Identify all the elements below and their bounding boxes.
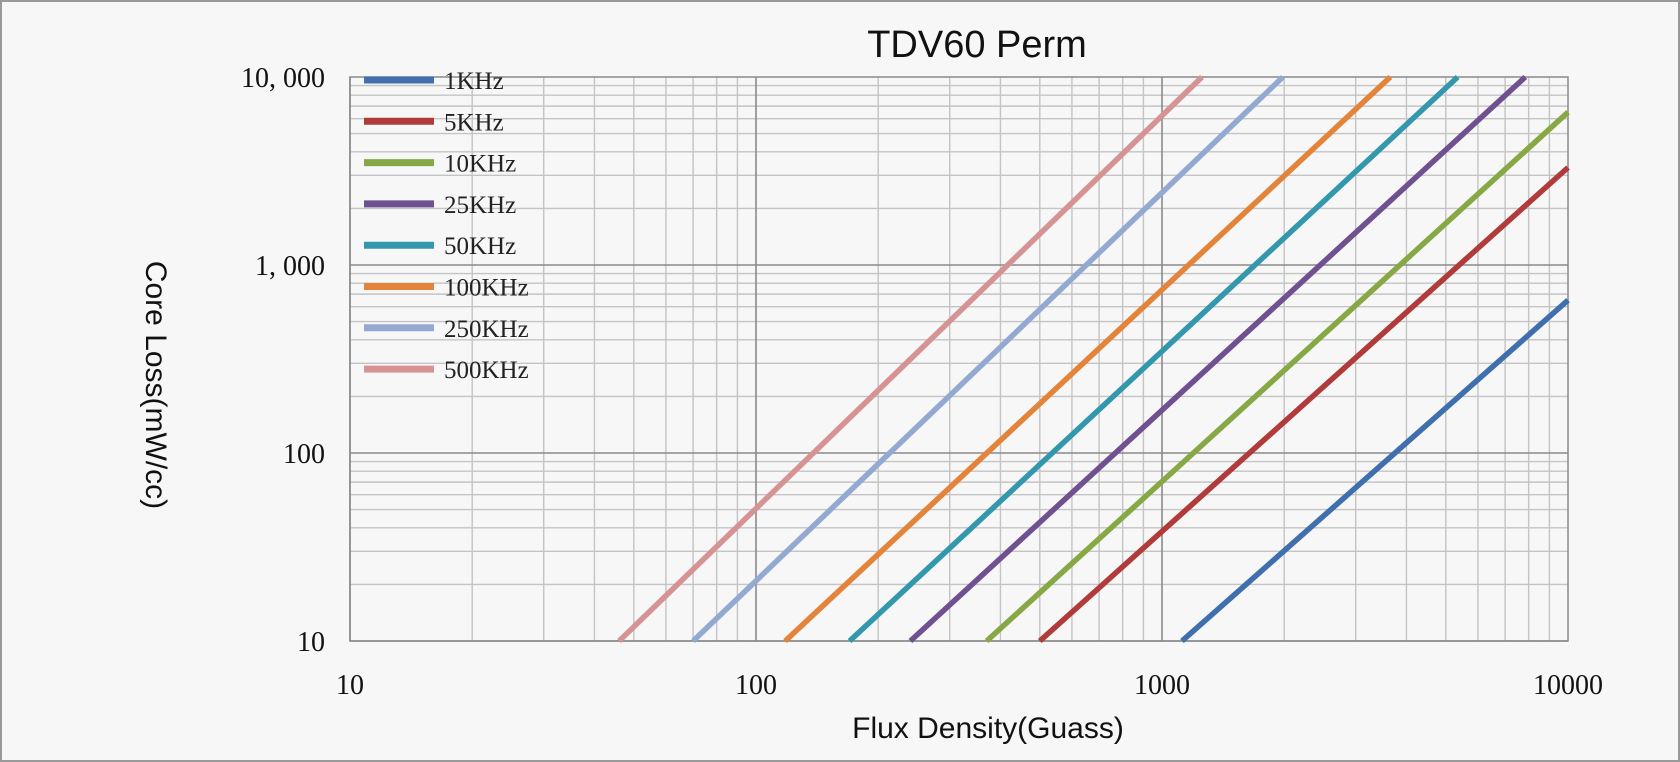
x-axis-label: Flux Density(Guass) xyxy=(852,712,1124,745)
legend-label-25khz: 25KHz xyxy=(444,192,516,219)
y-tick-labels: 10 100 1, 000 10, 000 xyxy=(241,63,325,658)
y-tick-label: 10, 000 xyxy=(241,63,325,94)
legend-label-250khz: 250KHz xyxy=(444,316,529,343)
plot-area xyxy=(349,76,1569,642)
x-tick-labels: 10 100 1000 10000 xyxy=(336,670,1603,701)
legend-label-100khz: 100KHz xyxy=(444,275,529,302)
legend-label-10khz: 10KHz xyxy=(444,151,516,178)
minor-gridlines xyxy=(350,77,1568,641)
series-line-500khz xyxy=(617,75,1204,643)
series-line-25khz xyxy=(908,74,1528,644)
x-tick-label: 100 xyxy=(735,670,777,701)
series-line-250khz xyxy=(691,75,1285,643)
chart-title: TDV60 Perm xyxy=(867,24,1087,66)
y-tick-label: 1, 000 xyxy=(255,251,325,282)
legend: 1KHz 5KHz 10KHz 25KHz 50KHz 100KHz 250KHz 500KH… xyxy=(364,68,529,384)
x-tick-label: 1000 xyxy=(1134,670,1190,701)
x-tick-label: 10 xyxy=(336,670,364,701)
legend-label-5khz: 5KHz xyxy=(444,109,504,136)
legend-label-50khz: 50KHz xyxy=(444,233,516,260)
y-tick-label: 10 xyxy=(297,627,325,658)
legend-label-500khz: 500KHz xyxy=(444,357,529,384)
series-line-100khz xyxy=(783,74,1393,644)
legend-label-1khz: 1KHz xyxy=(444,68,504,95)
series-lines xyxy=(617,74,1570,644)
series-line-1khz xyxy=(1180,298,1570,644)
series-line-5khz xyxy=(1037,165,1570,644)
series-line-50khz xyxy=(847,74,1460,644)
y-axis-label: Core Loss(mW/cc) xyxy=(139,261,172,509)
x-tick-label: 10000 xyxy=(1533,670,1603,701)
series-line-10khz xyxy=(984,110,1570,644)
y-tick-label: 100 xyxy=(283,439,325,470)
major-gridlines xyxy=(349,77,1568,642)
